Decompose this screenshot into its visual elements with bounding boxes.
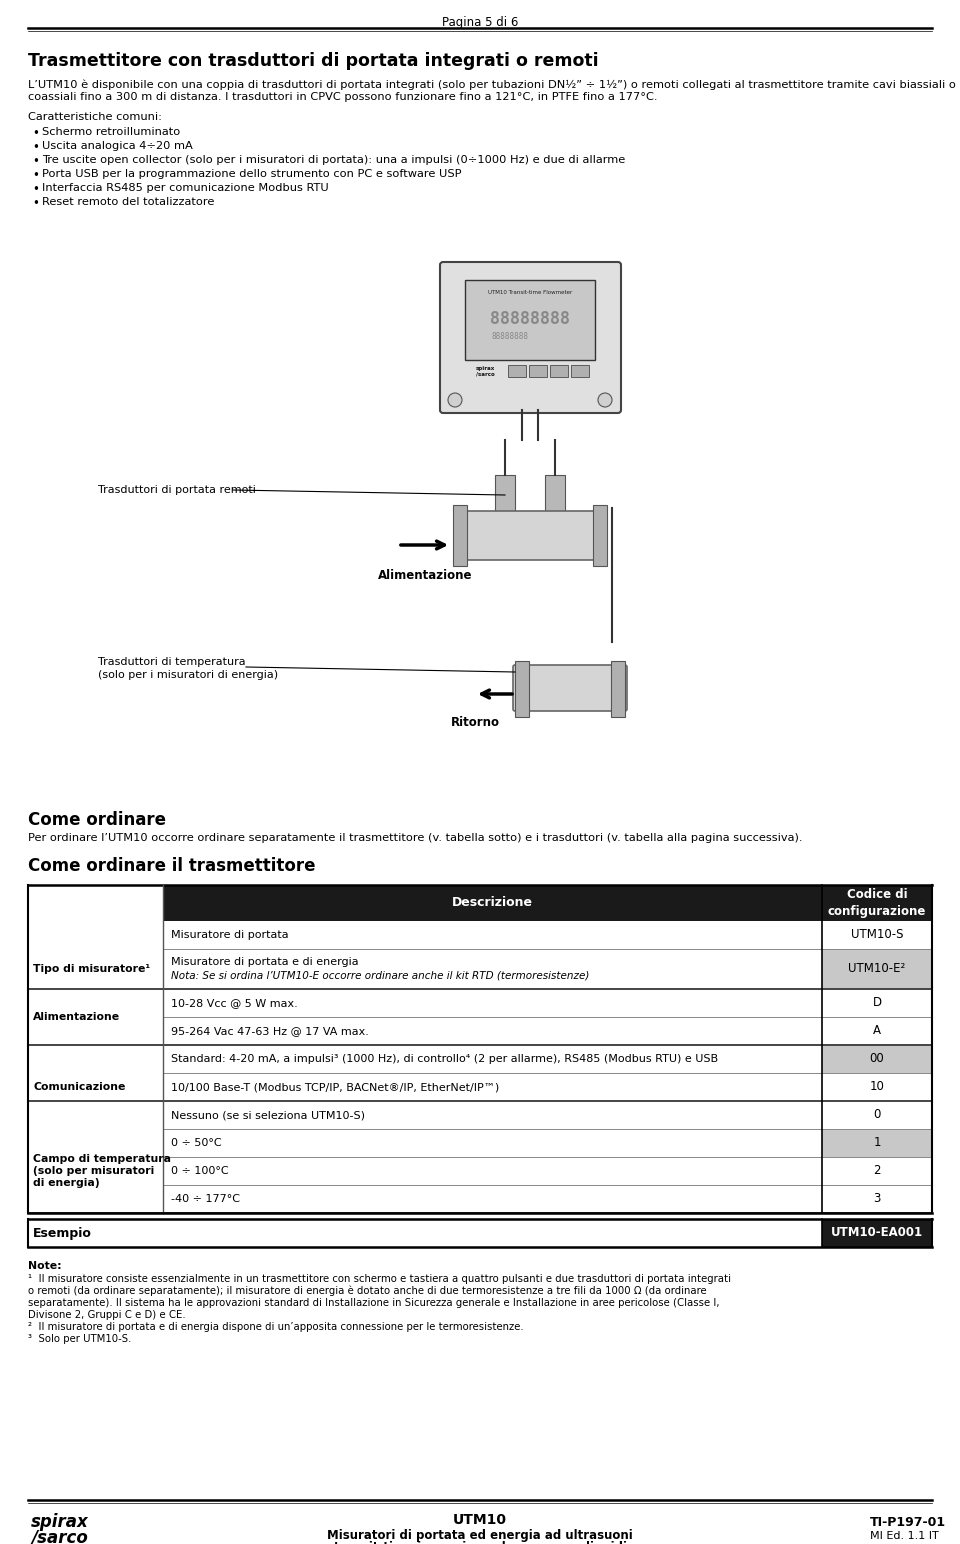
- Text: Per ordinare l’UTM10 occorre ordinare separatamente il trasmettitore (v. tabella: Per ordinare l’UTM10 occorre ordinare se…: [28, 834, 803, 843]
- FancyBboxPatch shape: [513, 665, 627, 710]
- Bar: [508, 364, 526, 377]
- Text: Divisone 2, Gruppi C e D) e CE.: Divisone 2, Gruppi C e D) e CE.: [28, 1309, 185, 1320]
- Text: Alimentazione: Alimentazione: [377, 570, 472, 582]
- Bar: [611, 661, 625, 716]
- Text: •: •: [32, 184, 38, 196]
- Text: transit-time in versione clamp-on per liquidi: transit-time in versione clamp-on per li…: [333, 1541, 627, 1544]
- Bar: [822, 1129, 932, 1156]
- Text: /sarco: /sarco: [32, 1529, 88, 1544]
- Text: Comunicazione: Comunicazione: [33, 1082, 126, 1092]
- Text: Uscita analogica 4÷20 mA: Uscita analogica 4÷20 mA: [42, 141, 193, 151]
- FancyBboxPatch shape: [463, 511, 598, 560]
- Text: spirax: spirax: [31, 1513, 89, 1532]
- Text: Trasduttori di portata remoti: Trasduttori di portata remoti: [98, 485, 256, 496]
- Text: separatamente). Il sistema ha le approvazioni standard di Installazione in Sicur: separatamente). Il sistema ha le approva…: [28, 1299, 719, 1308]
- Text: Trasmettitore con trasduttori di portata integrati o remoti: Trasmettitore con trasduttori di portata…: [28, 52, 599, 69]
- Text: L’UTM10 è disponibile con una coppia di trasduttori di portata integrati (solo p: L’UTM10 è disponibile con una coppia di …: [28, 80, 956, 102]
- Text: 10/100 Base-T (Modbus TCP/IP, BACNet®/IP, EtherNet/IP™): 10/100 Base-T (Modbus TCP/IP, BACNet®/IP…: [171, 1082, 499, 1092]
- Text: Descrizione: Descrizione: [452, 897, 533, 909]
- Bar: [822, 1045, 932, 1073]
- Text: o remoti (da ordinare separatamente); il misuratore di energia è dotato anche di: o remoti (da ordinare separatamente); il…: [28, 1286, 707, 1297]
- Text: Nessuno (se si seleziona UTM10-S): Nessuno (se si seleziona UTM10-S): [171, 1110, 365, 1119]
- Text: 95-264 Vac 47-63 Hz @ 17 VA max.: 95-264 Vac 47-63 Hz @ 17 VA max.: [171, 1027, 369, 1036]
- Text: ²  Il misuratore di portata e di energia dispone di un’apposita connessione per : ² Il misuratore di portata e di energia …: [28, 1322, 523, 1332]
- Text: Trasduttori di temperatura: Trasduttori di temperatura: [98, 658, 246, 667]
- Text: 88888888: 88888888: [490, 310, 570, 327]
- Text: UTM10-S: UTM10-S: [851, 928, 903, 942]
- Text: spirax
/sarco: spirax /sarco: [475, 366, 494, 377]
- FancyBboxPatch shape: [495, 476, 515, 516]
- Text: •: •: [32, 168, 38, 182]
- Text: 3: 3: [874, 1192, 880, 1206]
- Text: 1: 1: [874, 1136, 880, 1149]
- Text: Misuratore di portata e di energia: Misuratore di portata e di energia: [171, 957, 359, 967]
- Text: Tre uscite open collector (solo per i misuratori di portata): una a impulsi (0÷1: Tre uscite open collector (solo per i mi…: [42, 154, 625, 165]
- Text: 2: 2: [874, 1164, 880, 1178]
- Text: •: •: [32, 141, 38, 154]
- Text: Campo di temperatura
(solo per misuratori
di energia): Campo di temperatura (solo per misurator…: [33, 1153, 171, 1189]
- Bar: [822, 950, 932, 990]
- Circle shape: [448, 394, 462, 408]
- Text: Misuratori di portata ed energia ad ultrasuoni: Misuratori di portata ed energia ad ultr…: [327, 1529, 633, 1541]
- Text: Note:: Note:: [28, 1261, 61, 1271]
- Text: 10: 10: [870, 1081, 884, 1093]
- Text: (solo per i misuratori di energia): (solo per i misuratori di energia): [98, 670, 278, 679]
- Text: Codice di
configurazione: Codice di configurazione: [828, 888, 926, 917]
- Text: 10-28 Vcc @ 5 W max.: 10-28 Vcc @ 5 W max.: [171, 997, 298, 1008]
- Text: ¹  Il misuratore consiste essenzialmente in un trasmettitore con schermo e tasti: ¹ Il misuratore consiste essenzialmente …: [28, 1274, 731, 1285]
- Text: Schermo retroilluminato: Schermo retroilluminato: [42, 127, 180, 137]
- Text: TI-P197-01: TI-P197-01: [870, 1516, 947, 1529]
- Text: 88888888: 88888888: [492, 332, 529, 341]
- Text: 0 ÷ 100°C: 0 ÷ 100°C: [171, 1166, 228, 1177]
- Text: A: A: [873, 1025, 881, 1038]
- Text: Alimentazione: Alimentazione: [33, 1011, 120, 1022]
- Text: 00: 00: [870, 1053, 884, 1065]
- Text: Come ordinare il trasmettitore: Come ordinare il trasmettitore: [28, 857, 316, 875]
- Text: D: D: [873, 996, 881, 1010]
- Text: •: •: [32, 154, 38, 168]
- Bar: [822, 1220, 932, 1248]
- Text: UTM10: UTM10: [453, 1513, 507, 1527]
- Text: UTM10 Transit-time Flowmeter: UTM10 Transit-time Flowmeter: [488, 290, 572, 295]
- Circle shape: [598, 394, 612, 408]
- Text: Caratteristiche comuni:: Caratteristiche comuni:: [28, 113, 162, 122]
- Text: UTM10-E²: UTM10-E²: [849, 962, 905, 976]
- Bar: [550, 364, 568, 377]
- Bar: [453, 505, 467, 567]
- Text: Ritorno: Ritorno: [450, 716, 499, 729]
- Text: 0: 0: [874, 1109, 880, 1121]
- Text: Esempio: Esempio: [33, 1226, 92, 1240]
- Text: Come ordinare: Come ordinare: [28, 811, 166, 829]
- Text: Interfaccia RS485 per comunicazione Modbus RTU: Interfaccia RS485 per comunicazione Modb…: [42, 184, 328, 193]
- Text: Pagina 5 di 6: Pagina 5 di 6: [442, 15, 518, 29]
- Bar: [529, 364, 547, 377]
- Bar: [571, 364, 589, 377]
- Text: •: •: [32, 127, 38, 141]
- Text: Misuratore di portata: Misuratore di portata: [171, 929, 289, 940]
- Text: •: •: [32, 198, 38, 210]
- Text: MI Ed. 1.1 IT: MI Ed. 1.1 IT: [870, 1532, 939, 1541]
- Bar: [593, 505, 607, 567]
- Text: ³  Solo per UTM10-S.: ³ Solo per UTM10-S.: [28, 1334, 132, 1343]
- Text: Porta USB per la programmazione dello strumento con PC e software USP: Porta USB per la programmazione dello st…: [42, 168, 462, 179]
- Bar: [465, 279, 595, 360]
- Text: Standard: 4-20 mA, a impulsi³ (1000 Hz), di controllo⁴ (2 per allarme), RS485 (M: Standard: 4-20 mA, a impulsi³ (1000 Hz),…: [171, 1055, 718, 1064]
- Text: Tipo di misuratore¹: Tipo di misuratore¹: [33, 963, 151, 974]
- Text: 0 ÷ 50°C: 0 ÷ 50°C: [171, 1138, 222, 1149]
- Text: UTM10-EA001: UTM10-EA001: [831, 1226, 924, 1240]
- FancyBboxPatch shape: [545, 476, 565, 516]
- Bar: [163, 885, 822, 922]
- Text: Nota: Se si ordina l’UTM10-E occorre ordinare anche il kit RTD (termoresistenze): Nota: Se si ordina l’UTM10-E occorre ord…: [171, 971, 589, 980]
- Bar: [515, 661, 529, 716]
- Text: Reset remoto del totalizzatore: Reset remoto del totalizzatore: [42, 198, 214, 207]
- FancyBboxPatch shape: [440, 262, 621, 412]
- Text: -40 ÷ 177°C: -40 ÷ 177°C: [171, 1194, 240, 1204]
- Bar: [822, 885, 932, 922]
